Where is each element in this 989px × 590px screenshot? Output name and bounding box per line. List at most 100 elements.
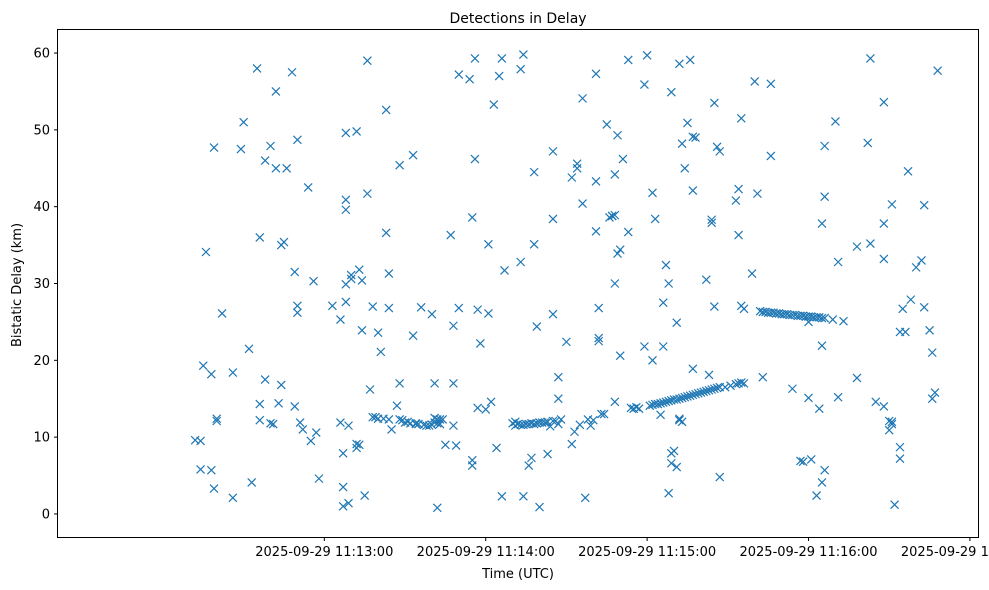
data-point [427,309,437,319]
data-point [605,213,614,222]
data-point [467,461,477,470]
data-point [206,465,216,475]
data-point [839,316,848,326]
data-point [228,368,238,378]
data-point [473,305,483,315]
data-point [408,150,418,160]
data-point [362,56,372,66]
data-point [933,66,943,76]
data-point [610,169,620,179]
data-point [588,415,598,425]
data-point [371,412,380,422]
data-point [255,399,265,409]
data-point [440,440,450,450]
data-point [497,53,507,63]
data-point [578,199,587,209]
data-point [268,419,278,429]
data-point [661,397,671,407]
data-point [890,500,900,510]
data-point [556,415,566,424]
data-point [561,337,571,347]
data-point [674,415,684,425]
data-point [615,245,625,255]
data-point [828,315,838,325]
data-point [196,436,205,446]
y-tick-label: 60 [33,47,50,62]
data-point [346,270,356,280]
data-point [432,418,442,428]
data-point [814,404,824,414]
data-point [865,53,875,63]
data-point [833,392,843,402]
data-point [535,502,544,512]
data-point [432,503,442,513]
data-point [473,403,483,413]
x-axis-label: Time (UTC) [481,567,554,582]
data-point [677,139,687,149]
data-point [817,313,827,323]
data-point [384,415,394,424]
data-point [879,401,889,411]
data-point [677,417,687,427]
data-point [817,478,827,487]
data-point [919,200,929,210]
data-point [449,378,458,388]
data-point [384,269,394,278]
data-point [642,50,652,60]
plot-frame [57,29,979,538]
data-point [683,118,692,128]
data-point [871,397,881,407]
data-point [454,303,464,313]
data-point [467,213,477,222]
data-point [494,71,504,81]
data-point [292,301,302,311]
data-point [709,98,719,108]
data-point [376,347,386,357]
data-point [303,183,313,192]
data-point [688,364,698,374]
data-point [212,414,222,424]
data-point [701,386,711,396]
data-point [314,474,324,484]
data-point [543,449,553,459]
data-point [282,163,292,173]
data-point [228,493,238,503]
data-point [895,442,905,452]
data-point [357,325,367,335]
y-tick-label: 50 [33,123,50,138]
data-point [341,205,351,215]
data-point [715,472,725,482]
data-point [796,456,805,466]
data-point [532,322,542,331]
data-point [580,493,590,503]
data-point [664,396,674,406]
data-point [610,210,620,220]
data-point [863,138,873,148]
data-point [373,328,383,338]
data-point [898,304,908,314]
data-point [352,439,362,449]
data-point [341,128,351,138]
data-point [255,232,265,242]
data-point [553,372,563,382]
data-point [731,379,741,389]
data-point [707,218,717,228]
y-tick-label: 0 [42,507,50,522]
data-point [365,385,375,394]
data-point [602,120,612,129]
data-point [518,491,528,501]
data-point [217,309,227,318]
data-point [865,239,875,248]
data-point [470,53,480,63]
y-axis: 0 10 20 30 40 50 60 [33,47,58,522]
data-point [492,443,501,453]
data-point [688,132,698,142]
x-tick-label: 2025-09-29 11:13:00 [255,545,393,560]
data-point [516,257,526,267]
data-point [271,87,281,96]
data-point [344,498,353,508]
data-point [524,461,534,470]
y-tick-label: 30 [33,277,50,292]
data-point [338,501,348,511]
